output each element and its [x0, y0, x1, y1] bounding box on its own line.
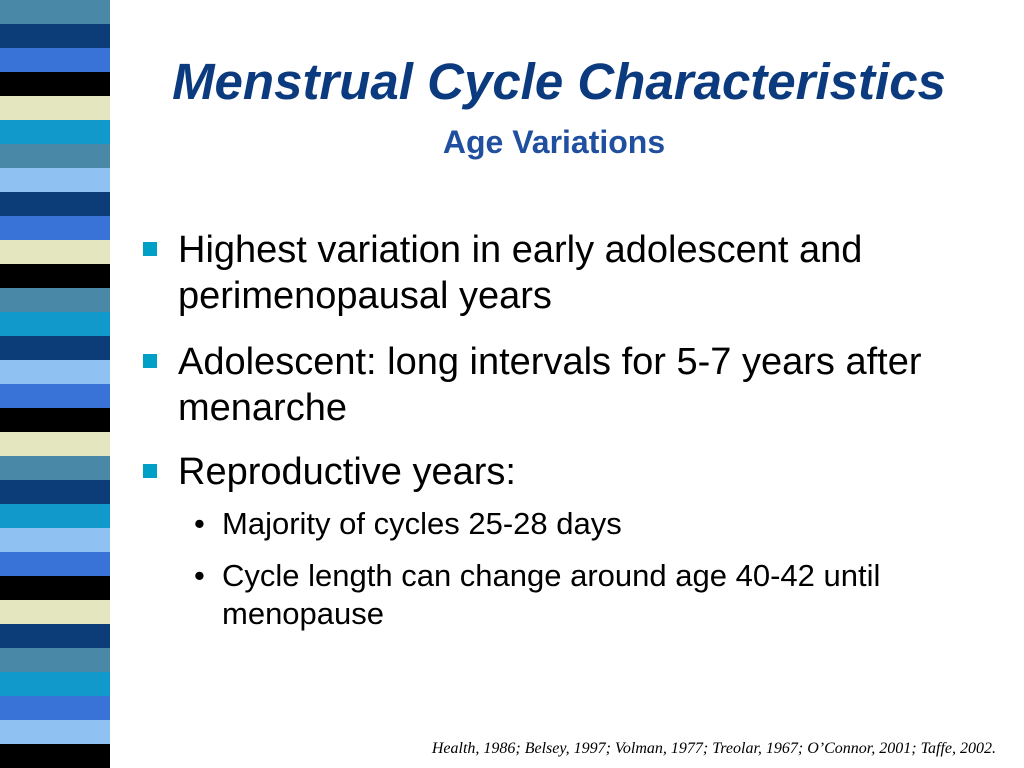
- slide-title: Menstrual Cycle Characteristics: [172, 53, 946, 110]
- bullet-text: Reproductive years:: [178, 451, 516, 493]
- strip-band: [0, 528, 110, 552]
- strip-band: [0, 384, 110, 408]
- square-bullet-icon: [143, 354, 157, 368]
- strip-band: [0, 96, 110, 120]
- sub-bullet-text: Cycle length can change around age 40-42…: [222, 558, 881, 631]
- strip-band: [0, 720, 110, 744]
- strip-band: [0, 456, 110, 480]
- bullet-text: Adolescent: long intervals for 5-7 years…: [178, 341, 922, 429]
- slide-subtitle: Age Variations: [442, 124, 666, 160]
- strip-band: [0, 696, 110, 720]
- square-bullet-icon: [143, 242, 157, 256]
- strip-band: [0, 624, 110, 648]
- bullet-item: Adolescent: long intervals for 5-7 years…: [143, 339, 1008, 431]
- dot-bullet-icon: •: [194, 506, 205, 541]
- strip-band: [0, 264, 110, 288]
- strip-band: [0, 648, 110, 672]
- strip-band: [0, 192, 110, 216]
- strip-band: [0, 408, 110, 432]
- strip-band: [0, 240, 110, 264]
- square-bullet-icon: [143, 464, 157, 478]
- strip-band: [0, 72, 110, 96]
- strip-band: [0, 312, 110, 336]
- sub-bullet-text: Majority of cycles 25-28 days: [222, 506, 622, 541]
- citation-footer: Health, 1986; Belsey, 1997; Volman, 1977…: [431, 740, 996, 757]
- strip-band: [0, 744, 110, 768]
- sub-bullet-item: • Cycle length can change around age 40-…: [194, 557, 1002, 633]
- strip-band: [0, 360, 110, 384]
- strip-band: [0, 288, 110, 312]
- strip-band: [0, 120, 110, 144]
- strip-band: [0, 552, 110, 576]
- strip-band: [0, 48, 110, 72]
- bullet-item: Highest variation in early adolescent an…: [143, 227, 1008, 319]
- strip-band: [0, 216, 110, 240]
- strip-band: [0, 600, 110, 624]
- strip-band: [0, 24, 110, 48]
- bullet-text: Highest variation in early adolescent an…: [178, 229, 863, 317]
- strip-band: [0, 672, 110, 696]
- sub-bullet-item: • Majority of cycles 25-28 days: [194, 505, 1002, 543]
- strip-band: [0, 504, 110, 528]
- bullet-item: Reproductive years:: [143, 449, 1008, 495]
- strip-band: [0, 144, 110, 168]
- strip-band: [0, 0, 110, 24]
- strip-band: [0, 336, 110, 360]
- dot-bullet-icon: •: [194, 558, 205, 593]
- decorative-side-strip: [0, 0, 110, 768]
- strip-band: [0, 432, 110, 456]
- strip-band: [0, 480, 110, 504]
- strip-band: [0, 576, 110, 600]
- strip-band: [0, 168, 110, 192]
